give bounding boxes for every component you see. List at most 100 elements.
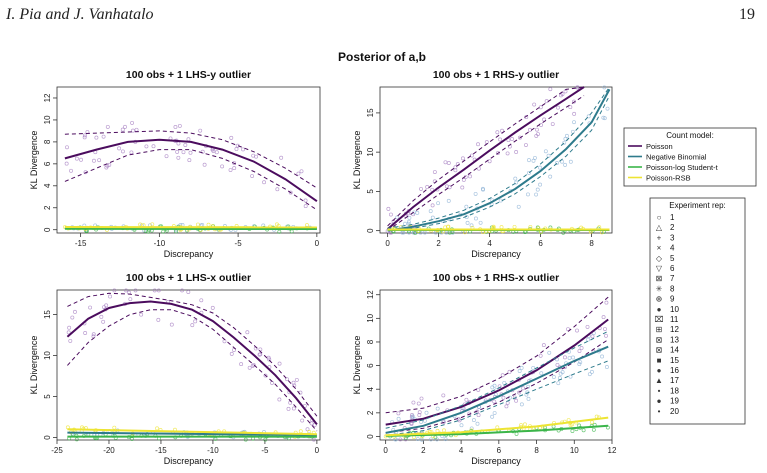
observation-point: [155, 426, 160, 431]
observation-point: [195, 222, 200, 227]
observation-point: [522, 422, 527, 427]
observation-point: [416, 401, 421, 406]
observation-point: [563, 162, 568, 167]
observation-point: [291, 406, 296, 411]
observation-point: [407, 230, 412, 235]
observation-point: [169, 322, 174, 327]
observation-point: [200, 149, 205, 154]
x-tick-label: 6: [497, 446, 502, 455]
observation-point: [105, 124, 110, 129]
observation-point: [570, 429, 575, 433]
y-tick-label: 8: [43, 139, 52, 144]
observation-point: [386, 206, 391, 211]
rep-label: 8: [670, 284, 675, 293]
rep-marker-icon: +: [657, 233, 662, 242]
rep-marker-icon: ⌧: [654, 315, 663, 324]
y-tick-label: 12: [366, 290, 375, 299]
observation-point: [464, 204, 469, 209]
observation-point: [277, 361, 282, 366]
observation-point: [175, 149, 180, 154]
observation-point: [492, 411, 497, 416]
observation-point: [544, 99, 549, 104]
observation-point: [428, 437, 433, 442]
observation-point: [413, 230, 418, 235]
observation-point: [108, 294, 112, 299]
observation-point: [430, 203, 435, 208]
legend-entry-poisson: Poisson: [646, 142, 673, 151]
plot-frame: [56, 289, 321, 441]
panel-title: 100 obs + 1 LHS-y outlier: [126, 69, 251, 81]
observation-point: [303, 204, 308, 209]
observation-point: [562, 355, 567, 360]
rep-label: 2: [670, 223, 675, 232]
observation-point: [396, 416, 401, 421]
observation-point: [112, 425, 117, 430]
observation-point: [436, 201, 441, 206]
observation-point: [480, 186, 485, 191]
rep-label: 15: [670, 356, 679, 365]
observation-point: [277, 397, 282, 402]
observation-point: [415, 437, 420, 441]
y-tick-label: 10: [43, 115, 52, 124]
observation-point: [492, 399, 497, 404]
rep-label: 11: [670, 315, 679, 324]
observation-point: [101, 319, 106, 324]
observation-point: [589, 369, 594, 374]
observation-point: [577, 362, 582, 367]
rep-label: 14: [670, 346, 679, 355]
rep-label: 5: [670, 254, 675, 263]
observation-point: [232, 348, 236, 352]
legend-frame: [649, 197, 746, 425]
observation-point: [537, 165, 542, 170]
rep-label: 16: [670, 366, 679, 375]
rep-label: 19: [670, 397, 679, 406]
y-tick-label: 4: [366, 386, 375, 391]
observation-point: [432, 170, 437, 174]
observation-point: [133, 288, 138, 293]
observation-point: [519, 365, 524, 370]
observation-point: [64, 161, 69, 166]
series-line-negative-binomial: [387, 88, 611, 232]
y-tick-label: 10: [366, 313, 375, 322]
observation-point: [309, 421, 314, 426]
observation-point: [161, 229, 166, 234]
observation-point: [560, 370, 565, 375]
observation-point: [410, 414, 415, 419]
observation-point: [73, 309, 77, 314]
observation-point: [101, 134, 106, 139]
panel-title: 100 obs + 1 LHS-x outlier: [126, 272, 251, 284]
observation-point: [139, 312, 144, 317]
observation-point: [296, 171, 301, 176]
observation-point: [124, 288, 129, 293]
series-line-poisson: [386, 86, 585, 230]
observation-point: [104, 303, 109, 308]
series-lower-band-poisson: [387, 95, 585, 232]
observation-point: [247, 365, 252, 370]
observation-point: [69, 168, 73, 173]
observation-point: [604, 365, 609, 369]
observation-point: [279, 155, 284, 160]
observation-point: [210, 305, 215, 310]
observation-point: [541, 343, 546, 348]
observation-point: [571, 355, 575, 360]
observation-point: [134, 127, 139, 132]
observation-point: [460, 185, 465, 190]
y-tick-label: 12: [43, 93, 52, 102]
observation-point: [173, 125, 178, 129]
observation-point: [478, 220, 483, 225]
observation-point: [578, 360, 583, 365]
observation-point: [443, 160, 448, 165]
observation-point: [555, 362, 560, 367]
observation-point: [604, 300, 609, 305]
observation-point: [117, 146, 122, 151]
rep-marker-icon: ●: [657, 366, 662, 375]
observation-point: [180, 288, 185, 293]
y-axis-label: KL Divergence: [29, 336, 39, 395]
x-tick-label: -15: [75, 239, 87, 248]
observation-point: [461, 177, 466, 182]
rep-marker-icon: ■: [657, 356, 662, 365]
panel-100-obs-1-lhs-x-outlier: 100 obs + 1 LHS-x outlier -25 -20 -15 -10 -5 0…: [29, 272, 321, 466]
observation-point: [446, 198, 451, 203]
observation-point: [250, 174, 255, 178]
series-lower-band-poisson: [67, 309, 318, 432]
